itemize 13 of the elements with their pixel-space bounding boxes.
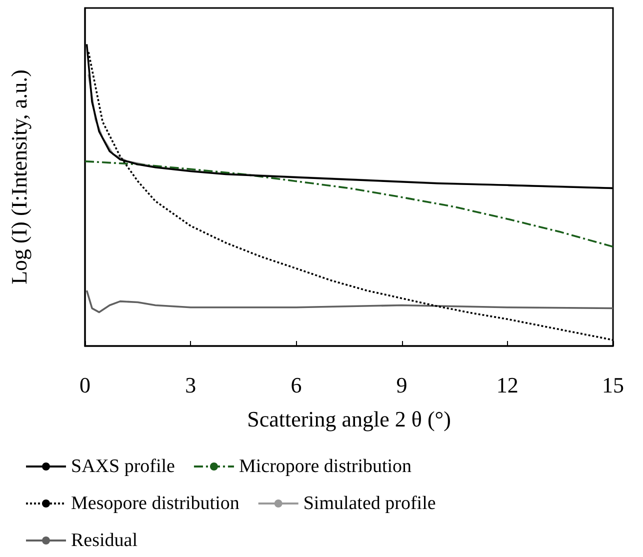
x-tick-label: 3: [185, 372, 196, 398]
legend-label: Residual: [71, 530, 138, 551]
legend-label: Mesopore distribution: [71, 493, 240, 514]
x-tick-label: 6: [290, 372, 302, 398]
legend-label: Micropore distribution: [238, 456, 412, 477]
x-tick-label: 9: [396, 372, 408, 398]
x-tick-label: 12: [496, 372, 518, 398]
x-tick-label: 15: [602, 372, 624, 398]
y-axis-title: Log (I) (I:Intensity, a.u.): [6, 70, 32, 284]
x-tick-label: 0: [80, 372, 90, 398]
x-axis-title: Scattering angle 2 θ (°): [247, 406, 451, 432]
legend-label: SAXS profile: [71, 456, 175, 477]
legend-label: Simulated profile: [303, 493, 436, 514]
